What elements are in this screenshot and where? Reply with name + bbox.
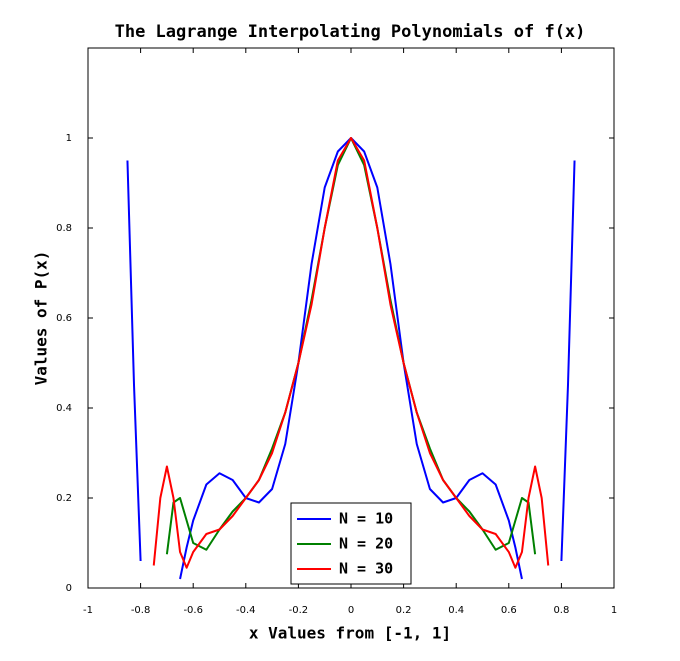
x-tick-label: 0.2 (396, 605, 412, 616)
series-line (167, 138, 562, 561)
x-tick-label: -0.8 (131, 605, 151, 616)
x-tick-label: 0 (348, 605, 354, 616)
x-axis-label: x Values from [-1, 1] (249, 624, 451, 643)
x-tick-label: -0.2 (289, 605, 309, 616)
x-tick-label: -0.6 (183, 605, 203, 616)
y-tick-label: 0 (66, 583, 72, 594)
x-tick-label: -1 (83, 605, 93, 616)
y-tick-label: 0.4 (56, 403, 72, 414)
y-tick-label: 1 (66, 133, 72, 144)
chart-title: The Lagrange Interpolating Polynomials o… (115, 22, 586, 42)
plot-area (126, 138, 576, 580)
y-tick-label: 0.6 (56, 313, 72, 324)
y-tick-label: 0.8 (56, 223, 72, 234)
legend-label: N = 20 (339, 535, 393, 553)
legend-label: N = 30 (339, 560, 393, 578)
x-tick-label: 0.8 (553, 605, 569, 616)
y-axis-label: Values of P(x) (32, 251, 51, 386)
x-tick-label: -0.4 (236, 605, 256, 616)
x-tick-label: 1 (611, 605, 617, 616)
x-tick-label: 0.6 (501, 605, 517, 616)
legend-label: N = 10 (339, 510, 393, 528)
x-tick-label: 0.4 (448, 605, 464, 616)
y-tick-label: 0.2 (56, 493, 72, 504)
